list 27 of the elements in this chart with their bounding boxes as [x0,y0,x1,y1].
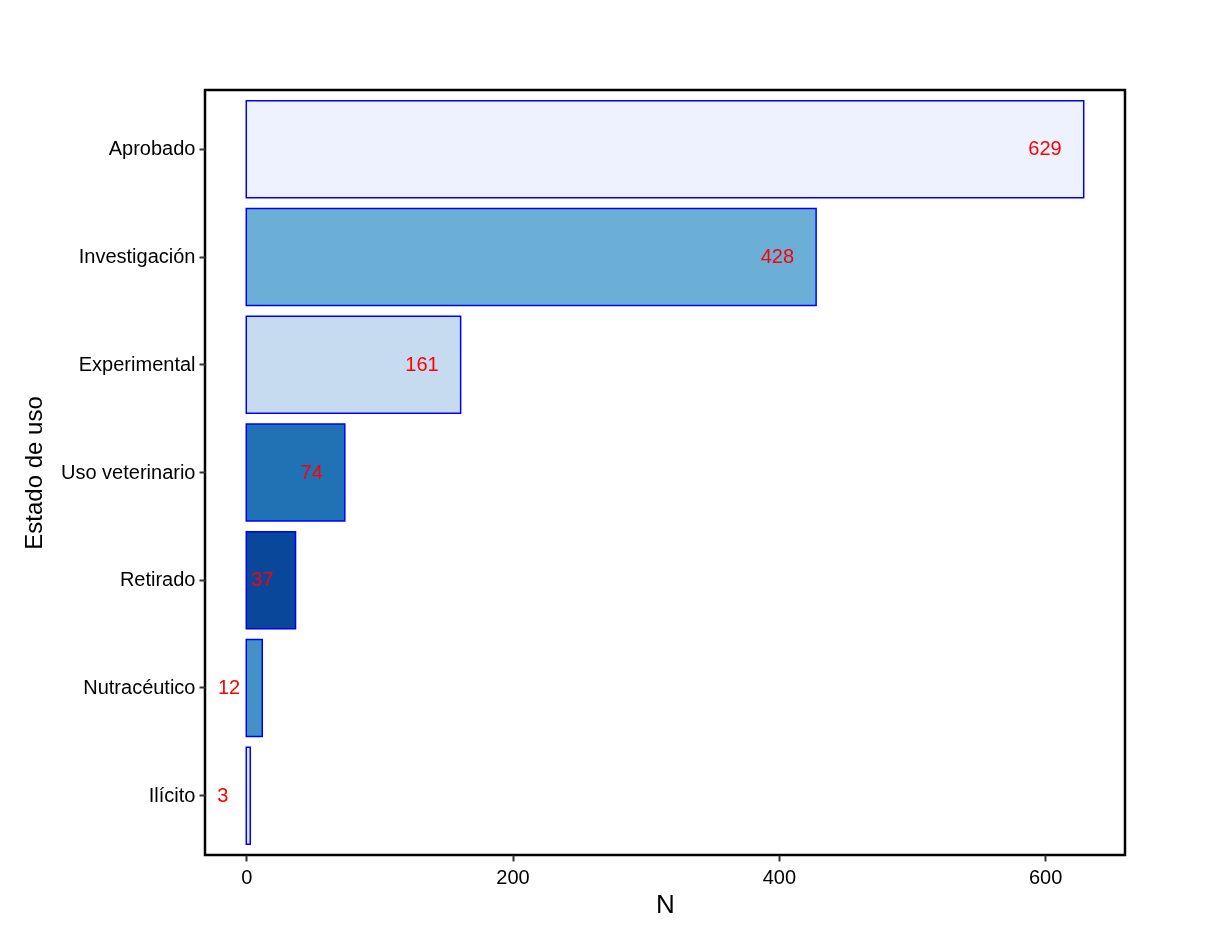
y-tick-label: Investigación [78,245,196,268]
data-label: 161 [405,352,439,375]
bar [245,638,263,738]
data-label: 74 [300,460,323,483]
x-axis-title: N [656,888,675,919]
y-tick-label: Aprobado [108,137,196,160]
data-label: 37 [251,568,274,591]
y-tick-label: Retirado [119,568,196,591]
y-tick-label: Uso veterinario [60,460,196,483]
data-label: 12 [218,675,241,698]
y-tick-label: Experimental [78,352,196,375]
x-tick-label: 200 [496,865,530,888]
x-tick-label: 400 [762,865,797,888]
bar [245,315,462,414]
y-tick-label: Nutracéutico [83,675,196,698]
data-label: 428 [760,245,795,268]
bar [245,207,817,307]
y-tick-label: Ilícito [148,783,196,806]
x-tick-label: 600 [1028,865,1063,888]
y-axis-title: Estado de uso [20,396,47,550]
bar [245,100,1085,199]
data-label: 3 [217,783,229,806]
bar [245,746,252,845]
bar [245,423,346,522]
data-label: 629 [1028,137,1062,160]
x-tick-label: 0 [241,865,253,888]
bar [245,531,297,630]
